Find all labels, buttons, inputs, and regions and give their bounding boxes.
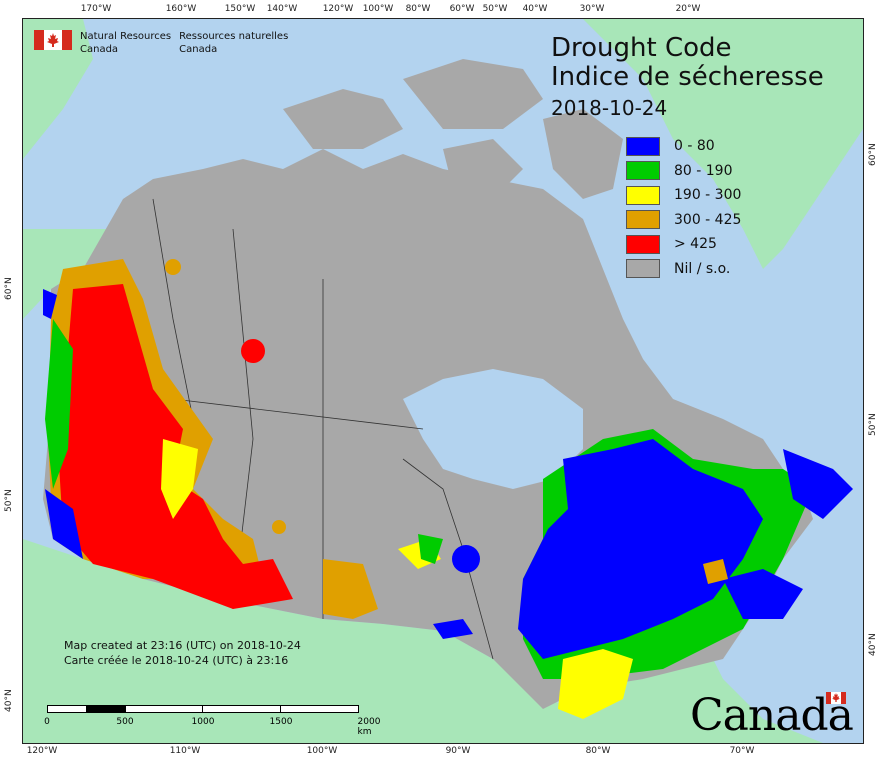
lon-tick: 110°W xyxy=(169,746,201,756)
lon-tick: 20°W xyxy=(675,4,701,14)
greenland-land xyxy=(583,19,863,269)
legend-swatch xyxy=(626,210,660,230)
credit-fr: Carte créée le 2018-10-24 (UTC) à 23:16 xyxy=(64,654,289,667)
nrcan-signature: Natural Resources Canada Ressources natu… xyxy=(34,30,288,56)
zone-0-80 xyxy=(518,439,763,659)
scale-label: 1500 xyxy=(269,717,293,727)
legend-swatch xyxy=(626,234,660,254)
lon-tick: 100°W xyxy=(362,4,394,14)
island xyxy=(443,139,523,199)
drought-map xyxy=(23,19,863,743)
canada-flag-icon xyxy=(34,30,72,50)
drought-zones-west xyxy=(43,259,293,609)
scale-bar-graphic xyxy=(47,705,359,713)
zone-0-80 xyxy=(43,289,57,319)
legend-item: 0 - 80 xyxy=(626,134,741,159)
lat-tick: 50°N xyxy=(4,489,14,512)
lon-tick: 100°W xyxy=(306,746,338,756)
legend-label: > 425 xyxy=(674,236,717,253)
wordmark-flag-icon xyxy=(826,692,846,704)
scale-label: 0 xyxy=(44,717,50,727)
legend-item: Nil / s.o. xyxy=(626,257,741,282)
island xyxy=(543,109,623,199)
zone-300-425-spot xyxy=(165,259,181,275)
scale-label: 2000 km xyxy=(357,717,381,737)
lon-tick: 90°W xyxy=(445,746,471,756)
map-credit: Map created at 23:16 (UTC) on 2018-10-24… xyxy=(64,638,301,668)
lon-tick: 50°W xyxy=(482,4,508,14)
border xyxy=(172,398,424,430)
legend-label: Nil / s.o. xyxy=(674,260,731,277)
zone-80-190 xyxy=(45,319,73,489)
lat-tick: 40°N xyxy=(4,689,14,712)
lon-tick: 170°W xyxy=(80,4,112,14)
lon-tick: 60°W xyxy=(449,4,475,14)
map-panel xyxy=(22,18,864,744)
arctic-islands xyxy=(283,59,623,199)
map-date: 2018-10-24 xyxy=(551,96,668,120)
scale-label: 500 xyxy=(116,717,134,727)
hudson-bay xyxy=(403,369,583,489)
lon-tick: 70°W xyxy=(729,746,755,756)
lon-tick: 160°W xyxy=(165,4,197,14)
legend-label: 0 - 80 xyxy=(674,138,715,155)
legend: 0 - 80 80 - 190 190 - 300 300 - 425 > 42… xyxy=(626,134,741,281)
credit-en: Map created at 23:16 (UTC) on 2018-10-24 xyxy=(64,639,301,652)
legend-item: 80 - 190 xyxy=(626,159,741,184)
zone-0-80 xyxy=(45,489,83,559)
zone-300-425-spot xyxy=(272,520,286,534)
zone-80-190 xyxy=(418,534,443,564)
lon-tick: 80°W xyxy=(405,4,431,14)
siberia-land xyxy=(23,19,93,159)
legend-swatch xyxy=(626,161,660,181)
maple-leaf-icon xyxy=(47,33,59,47)
lon-tick: 80°W xyxy=(585,746,611,756)
zone-0-80-spot xyxy=(452,545,480,573)
lon-tick: 140°W xyxy=(266,4,298,14)
title-en: Drought Code xyxy=(551,33,732,63)
zone-0-80 xyxy=(433,619,473,639)
lat-tick: 40°N xyxy=(868,633,878,656)
zone-gt-425-spot xyxy=(241,339,265,363)
zone-190-300 xyxy=(161,439,198,519)
lon-tick: 40°W xyxy=(522,4,548,14)
legend-item: 300 - 425 xyxy=(626,208,741,233)
zone-0-80 xyxy=(723,569,803,619)
legend-swatch xyxy=(626,185,660,205)
border xyxy=(402,458,494,660)
zone-190-300 xyxy=(558,649,633,719)
lon-tick: 150°W xyxy=(224,4,256,14)
legend-item: 190 - 300 xyxy=(626,183,741,208)
zone-300-425 xyxy=(323,559,378,619)
map-title: Drought Code Indice de sécheresse xyxy=(551,34,824,92)
drought-zones-east xyxy=(518,429,853,719)
drought-zones-central xyxy=(323,534,480,639)
zone-0-80 xyxy=(783,449,853,519)
zone-300-425 xyxy=(703,559,728,584)
agency-name-en: Natural Resources Canada xyxy=(80,31,172,55)
lat-tick: 50°N xyxy=(868,413,878,436)
scale-label: 1000 xyxy=(191,717,215,727)
island xyxy=(403,59,543,129)
title-fr: Indice de sécheresse xyxy=(551,62,824,92)
legend-label: 300 - 425 xyxy=(674,211,742,228)
legend-swatch xyxy=(626,136,660,156)
lat-tick: 60°N xyxy=(4,277,14,300)
agency-name-fr: Ressources naturelles Canada xyxy=(179,31,289,55)
legend-swatch xyxy=(626,259,660,279)
lon-tick: 120°W xyxy=(26,746,58,756)
maple-leaf-icon xyxy=(832,693,840,702)
legend-label: 190 - 300 xyxy=(674,187,742,204)
legend-item: > 425 xyxy=(626,232,741,257)
lon-tick: 30°W xyxy=(579,4,605,14)
lat-tick: 60°N xyxy=(868,143,878,166)
lon-tick: 120°W xyxy=(322,4,354,14)
island xyxy=(283,89,403,149)
legend-label: 80 - 190 xyxy=(674,162,733,179)
